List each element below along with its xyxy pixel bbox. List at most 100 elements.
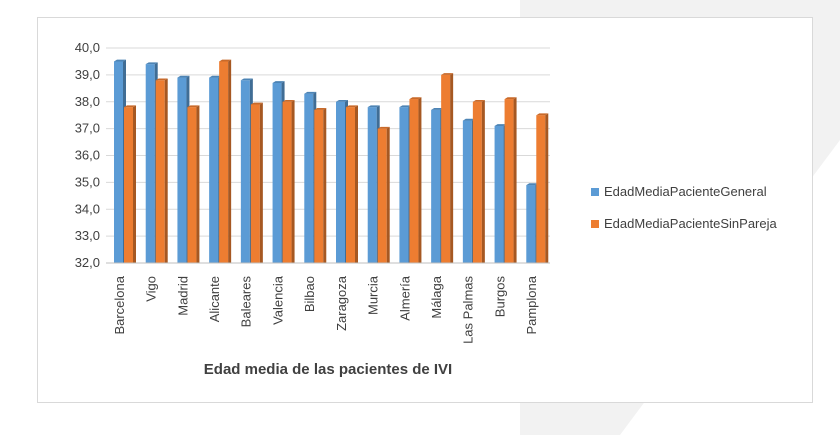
bar-sin-pareja — [155, 80, 165, 263]
bar-top — [431, 108, 444, 110]
bar-top — [250, 102, 263, 105]
legend-swatch — [591, 188, 599, 196]
bar-top — [240, 78, 253, 81]
y-tick-label: 39,0 — [75, 67, 100, 82]
bar-general — [240, 80, 250, 263]
bar-top — [155, 78, 168, 81]
bar-general — [526, 185, 536, 263]
bar-general — [431, 109, 441, 263]
bar-general — [367, 107, 377, 263]
bar-general — [494, 125, 504, 263]
bar-top — [346, 105, 358, 108]
x-category-label: Barcelona — [112, 275, 127, 334]
y-tick-label: 35,0 — [75, 174, 100, 189]
bar-side — [291, 99, 295, 263]
bar-sin-pareja — [219, 61, 229, 263]
legend-label: EdadMediaPacienteSinPareja — [604, 216, 777, 231]
x-category-label: Zaragoza — [334, 275, 349, 331]
bar-sin-pareja — [472, 101, 482, 263]
bar-sin-pareja — [250, 104, 260, 263]
bar-top — [441, 73, 454, 75]
y-tick-label: 38,0 — [75, 94, 100, 109]
bar-general — [114, 61, 123, 263]
bar-side — [164, 78, 168, 263]
bar-top — [494, 124, 507, 126]
bar-general — [399, 107, 409, 263]
bar-top — [367, 105, 380, 108]
x-category-label: Málaga — [429, 275, 444, 318]
bar-top — [219, 59, 232, 62]
bar-top — [336, 99, 348, 102]
bar-side — [545, 113, 549, 263]
x-category-label: Vigo — [144, 276, 159, 302]
bar-top — [177, 75, 190, 78]
y-axis-ticks: 32,0 33,0 34,0 35,0 36,0 37,0 38,0 39,0 40,0 — [75, 40, 100, 270]
legend[interactable]: EdadMediaPacienteGeneral EdadMediaPacient… — [591, 184, 777, 231]
bar-top — [209, 75, 222, 78]
bar-general — [177, 77, 187, 263]
x-category-label: Alicante — [207, 276, 222, 322]
bar-top — [526, 183, 539, 186]
bar-general — [462, 120, 472, 263]
bar-top — [124, 105, 136, 108]
bar-top — [145, 62, 158, 65]
bar-sin-pareja — [409, 99, 419, 263]
bar-general — [209, 77, 219, 263]
chart-container: 32,0 33,0 34,0 35,0 36,0 37,0 38,0 39,0 40,0 Bar… — [37, 17, 813, 403]
bar-side — [481, 99, 485, 263]
bar-sin-pareja — [377, 128, 387, 263]
bar-side — [355, 105, 358, 263]
bar-side — [386, 126, 390, 263]
bar-side — [513, 97, 517, 263]
bar-top — [409, 97, 422, 100]
bar-sin-pareja — [187, 107, 197, 263]
y-tick-label: 40,0 — [75, 40, 100, 55]
bar-sin-pareja — [441, 74, 451, 263]
bar-side — [323, 108, 327, 263]
bar-top — [472, 99, 485, 102]
bar-top — [399, 105, 412, 108]
x-axis-title: Edad media de las pacientes de IVI — [204, 361, 452, 378]
bar-general — [304, 93, 314, 263]
y-tick-label: 33,0 — [75, 228, 100, 243]
x-axis-categories: Barcelona Vigo Madrid Alicante Baleares Valen… — [112, 275, 539, 344]
x-category-label: Valencia — [270, 275, 285, 325]
x-category-label: Pamplona — [524, 275, 539, 334]
bar-top — [377, 126, 390, 129]
bar-top — [462, 118, 475, 121]
bar-side — [418, 97, 422, 263]
x-category-label: Las Palmas — [461, 276, 476, 344]
bar-sin-pareja — [282, 101, 292, 263]
bars — [114, 59, 549, 264]
bar-chart: 32,0 33,0 34,0 35,0 36,0 37,0 38,0 39,0 40,0 Bar… — [75, 40, 778, 378]
y-tick-label: 34,0 — [75, 201, 100, 216]
x-category-label: Murcia — [366, 275, 381, 315]
x-category-label: Bilbao — [302, 276, 317, 312]
x-category-label: Burgos — [492, 276, 507, 318]
y-tick-label: 32,0 — [75, 255, 100, 270]
bar-top — [114, 59, 126, 62]
bar-general — [336, 101, 345, 263]
bar-side — [450, 73, 454, 263]
y-tick-label: 36,0 — [75, 148, 100, 163]
bar-top — [504, 97, 517, 100]
x-category-label: Baleares — [239, 276, 254, 328]
bar-side — [196, 105, 200, 263]
bar-sin-pareja — [124, 107, 133, 263]
bar-side — [133, 105, 136, 263]
bar-sin-pareja — [314, 109, 324, 263]
bar-sin-pareja — [346, 107, 355, 263]
bar-side — [259, 102, 263, 263]
x-category-label: Madrid — [175, 276, 190, 316]
bar-top — [272, 81, 285, 83]
bar-top — [304, 91, 317, 94]
x-category-label: Almería — [397, 275, 412, 321]
bar-top — [536, 113, 549, 116]
bar-general — [272, 82, 282, 263]
y-tick-label: 37,0 — [75, 121, 100, 136]
legend-swatch — [591, 220, 599, 228]
bar-side — [228, 59, 232, 264]
legend-label: EdadMediaPacienteGeneral — [604, 184, 767, 199]
bar-top — [282, 99, 295, 102]
bar-top — [314, 108, 327, 110]
